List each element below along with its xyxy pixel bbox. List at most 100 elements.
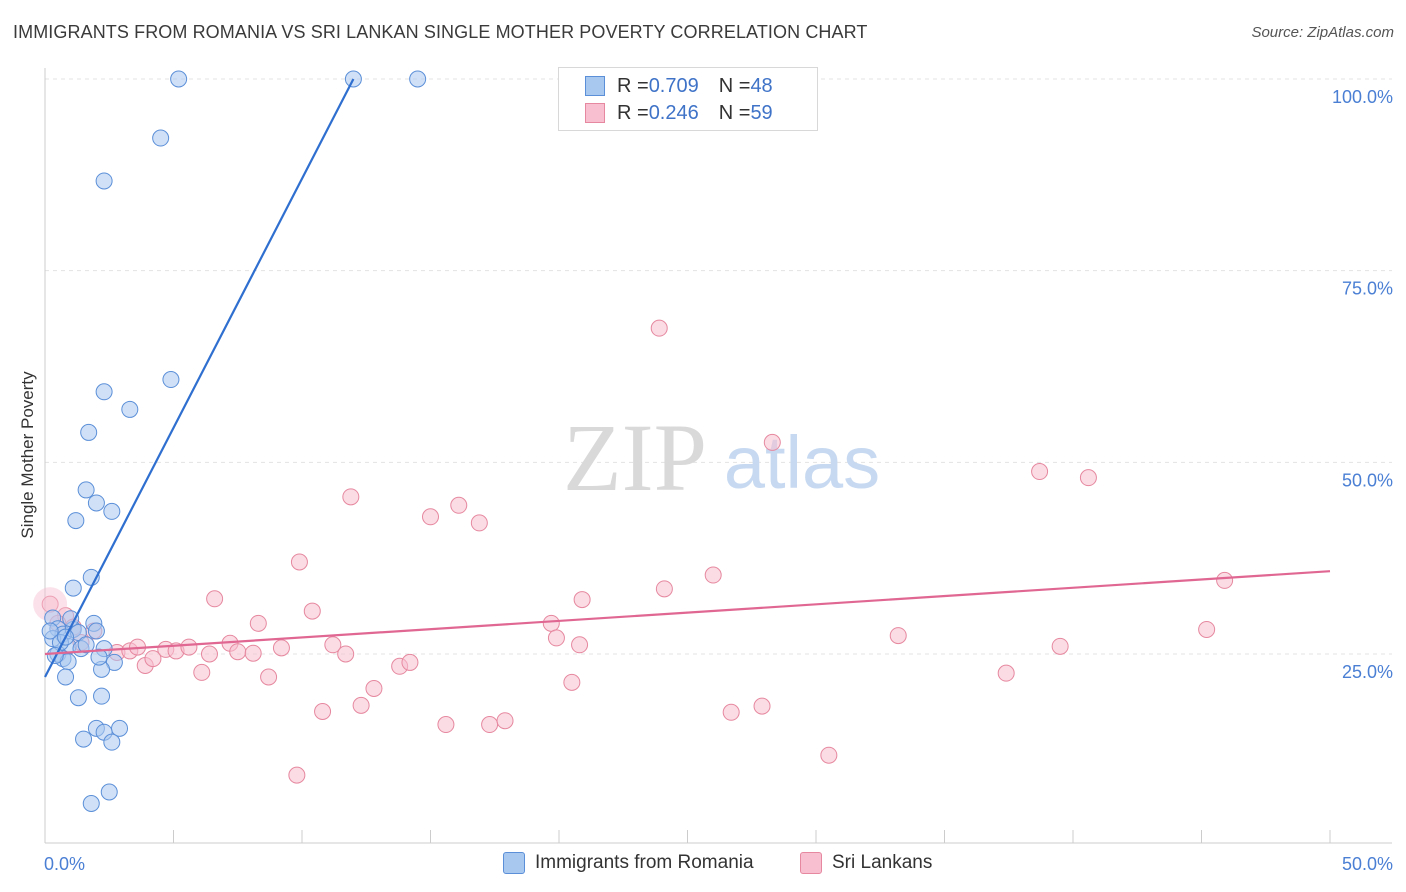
point-sri-lankans	[272, 639, 290, 657]
point-sri-lankans	[753, 697, 771, 715]
point-sri-lankans	[1216, 571, 1234, 589]
point-romania	[67, 512, 85, 530]
correlation-legend: R = 0.709 N = 48 R = 0.246 N = 59	[558, 67, 818, 131]
point-romania	[121, 400, 139, 418]
point-romania	[75, 730, 93, 748]
point-sri-lankans	[401, 653, 419, 671]
point-sri-lankans	[365, 680, 383, 697]
y-tick-label: 100.0%	[1332, 87, 1393, 107]
legend-swatch-pink	[585, 103, 605, 123]
point-sri-lankans	[180, 638, 198, 656]
point-sri-lankans	[563, 673, 581, 691]
legend-item-sri-lankans[interactable]: Sri Lankans	[800, 852, 932, 874]
point-sri-lankans	[422, 508, 439, 526]
legend-row-romania: R = 0.709 N = 48	[585, 74, 773, 98]
point-sri-lankans	[193, 663, 211, 681]
watermark-atlas: atlas	[724, 421, 880, 504]
point-romania	[95, 383, 113, 401]
point-sri-lankans	[547, 629, 565, 647]
point-sri-lankans	[437, 716, 455, 734]
point-romania	[41, 622, 59, 640]
series-sri-lankans	[33, 319, 1234, 784]
point-sri-lankans	[496, 712, 514, 730]
x-tick-label: 50.0%	[1342, 854, 1393, 874]
point-sri-lankans	[314, 703, 332, 720]
y-tick-label: 25.0%	[1342, 662, 1393, 682]
point-sri-lankans	[655, 580, 673, 598]
watermark: ZIP atlas	[563, 404, 880, 511]
legend-n-label: N =	[718, 101, 751, 124]
point-romania	[103, 502, 121, 520]
point-romania	[77, 481, 95, 499]
point-romania	[409, 70, 427, 88]
tick-labels: 25.0% 50.0% 75.0% 100.0% 0.0% 50.0%	[44, 87, 1393, 874]
legend-swatch-blue	[503, 852, 525, 874]
source-label: Source: ZipAtlas.com	[1251, 24, 1394, 41]
legend-n-label: N =	[718, 74, 751, 97]
legend-swatch-pink	[800, 852, 822, 874]
point-sri-lankans	[481, 716, 499, 734]
point-sri-lankans	[650, 319, 668, 337]
point-romania	[170, 70, 188, 88]
point-sri-lankans	[997, 664, 1015, 682]
legend-label-romania: Immigrants from Romania	[535, 852, 754, 873]
point-romania	[95, 172, 113, 190]
point-sri-lankans	[290, 553, 308, 571]
trend-line-sri-lankans	[44, 570, 1331, 656]
legend-r-label: R =	[617, 101, 649, 124]
point-romania	[77, 636, 95, 654]
point-sri-lankans	[889, 627, 907, 645]
point-sri-lankans	[704, 566, 722, 584]
point-sri-lankans	[571, 636, 589, 654]
point-sri-lankans	[249, 614, 267, 632]
point-romania	[90, 648, 108, 666]
point-sri-lankans	[288, 766, 306, 784]
point-sri-lankans	[1198, 620, 1216, 638]
point-sri-lankans	[470, 514, 488, 532]
legend-r-value: 0.246	[648, 101, 699, 124]
watermark-zip: ZIP	[563, 404, 707, 511]
point-romania	[80, 423, 98, 441]
point-romania	[152, 129, 170, 147]
series-romania	[41, 70, 427, 812]
point-romania	[62, 610, 80, 628]
point-sri-lankans	[337, 645, 355, 663]
point-sri-lankans	[229, 643, 247, 661]
point-sri-lankans	[303, 602, 321, 620]
point-sri-lankans	[342, 488, 360, 506]
point-sri-lankans	[542, 614, 560, 632]
point-romania	[103, 733, 121, 751]
legend-n-value: 48	[750, 74, 773, 97]
y-tick-label: 50.0%	[1342, 470, 1393, 490]
point-sri-lankans	[260, 668, 278, 686]
legend-item-romania[interactable]: Immigrants from Romania	[503, 852, 754, 874]
point-sri-lankans	[1079, 469, 1097, 487]
point-sri-lankans	[1031, 463, 1049, 481]
legend-row-sri-lankans: R = 0.246 N = 59	[585, 101, 773, 125]
point-sri-lankans	[722, 703, 740, 721]
legend-label-sri-lankans: Sri Lankans	[832, 852, 933, 873]
point-romania	[87, 494, 105, 512]
trend-lines	[44, 78, 1331, 678]
point-sri-lankans	[450, 496, 468, 514]
point-romania	[57, 668, 75, 686]
series-legend: Immigrants from Romania Sri Lankans	[0, 852, 1406, 878]
axes	[44, 68, 1392, 844]
legend-swatch-blue	[585, 76, 605, 96]
trend-line-romania	[44, 78, 355, 678]
legend-r-label: R =	[617, 74, 649, 97]
legend-r-value: 0.709	[648, 74, 699, 97]
point-romania	[93, 687, 111, 705]
point-sri-lankans	[324, 636, 342, 654]
point-romania	[69, 689, 87, 707]
gridlines	[45, 78, 1392, 655]
x-tick-label: 0.0%	[44, 854, 85, 874]
point-romania	[87, 622, 105, 640]
point-romania	[64, 579, 82, 597]
point-sri-lankans	[144, 650, 162, 668]
legend-n-value: 59	[750, 101, 773, 124]
point-sri-lankans	[1051, 637, 1069, 655]
point-sri-lankans	[820, 746, 838, 764]
point-sri-lankans	[763, 433, 781, 451]
